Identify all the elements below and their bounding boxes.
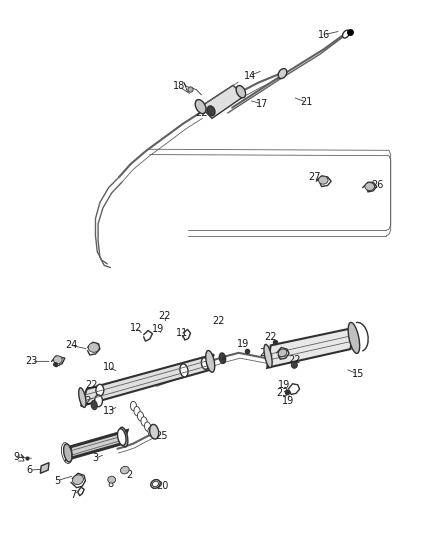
Text: 14: 14 [244, 71, 256, 80]
Ellipse shape [91, 400, 97, 410]
Text: 3: 3 [92, 454, 99, 463]
Ellipse shape [119, 427, 128, 447]
Ellipse shape [79, 388, 86, 407]
Ellipse shape [201, 358, 208, 369]
Ellipse shape [291, 362, 297, 368]
Ellipse shape [53, 356, 62, 364]
Text: 22: 22 [158, 311, 170, 320]
Text: 25: 25 [155, 431, 167, 441]
Text: 8: 8 [107, 479, 113, 489]
Text: 18: 18 [173, 82, 185, 91]
Ellipse shape [188, 87, 193, 92]
Text: 23: 23 [25, 357, 38, 366]
Text: 7: 7 [71, 490, 77, 499]
Text: 19: 19 [278, 380, 290, 390]
Ellipse shape [206, 351, 215, 372]
Ellipse shape [148, 427, 154, 437]
Text: 22: 22 [212, 316, 224, 326]
Polygon shape [81, 354, 214, 406]
Text: 12: 12 [130, 323, 142, 333]
Ellipse shape [108, 477, 116, 483]
Ellipse shape [150, 424, 159, 439]
Ellipse shape [117, 429, 126, 446]
Ellipse shape [278, 69, 287, 78]
Text: 19: 19 [152, 325, 165, 334]
Polygon shape [201, 85, 244, 118]
Ellipse shape [236, 85, 246, 98]
Ellipse shape [131, 401, 137, 411]
Text: 22: 22 [265, 332, 277, 342]
Ellipse shape [365, 182, 374, 191]
Ellipse shape [318, 176, 328, 184]
Ellipse shape [343, 30, 350, 38]
Text: 17: 17 [256, 99, 268, 109]
Ellipse shape [219, 353, 226, 364]
Text: 23: 23 [276, 389, 289, 398]
Text: 27: 27 [308, 172, 321, 182]
Ellipse shape [278, 349, 287, 357]
Text: 23: 23 [259, 348, 271, 358]
Ellipse shape [120, 466, 129, 474]
Ellipse shape [207, 106, 215, 116]
Ellipse shape [264, 344, 272, 368]
Text: 21: 21 [300, 98, 313, 107]
Ellipse shape [138, 411, 144, 421]
Ellipse shape [195, 100, 206, 114]
Ellipse shape [64, 444, 72, 462]
Text: 4: 4 [120, 430, 126, 439]
Ellipse shape [152, 481, 159, 487]
Text: 16: 16 [318, 30, 330, 39]
Polygon shape [67, 431, 127, 459]
Ellipse shape [141, 417, 147, 426]
Text: 2: 2 [126, 471, 132, 480]
Ellipse shape [348, 322, 360, 353]
Ellipse shape [73, 475, 83, 484]
Ellipse shape [151, 480, 160, 488]
Text: 22: 22 [79, 396, 92, 406]
Text: 5: 5 [54, 476, 60, 486]
Text: 9: 9 [14, 453, 20, 462]
Text: 20: 20 [156, 481, 168, 491]
Text: 1: 1 [65, 449, 71, 459]
Text: 6: 6 [27, 465, 33, 475]
Text: 10: 10 [102, 362, 115, 372]
Text: 11: 11 [176, 328, 188, 338]
Text: 19: 19 [237, 339, 249, 349]
Ellipse shape [96, 384, 104, 396]
Text: 26: 26 [371, 181, 384, 190]
Text: 22: 22 [195, 108, 208, 118]
Text: 13: 13 [102, 407, 115, 416]
Text: 15: 15 [352, 369, 364, 379]
Ellipse shape [180, 364, 188, 377]
Text: 22: 22 [288, 355, 300, 365]
Text: 24: 24 [65, 341, 77, 350]
Ellipse shape [145, 422, 151, 431]
Polygon shape [267, 328, 354, 368]
Text: 22: 22 [85, 380, 97, 390]
Ellipse shape [88, 343, 99, 352]
Text: 19: 19 [282, 396, 294, 406]
Polygon shape [40, 463, 49, 473]
Ellipse shape [134, 407, 140, 416]
Ellipse shape [95, 395, 102, 407]
